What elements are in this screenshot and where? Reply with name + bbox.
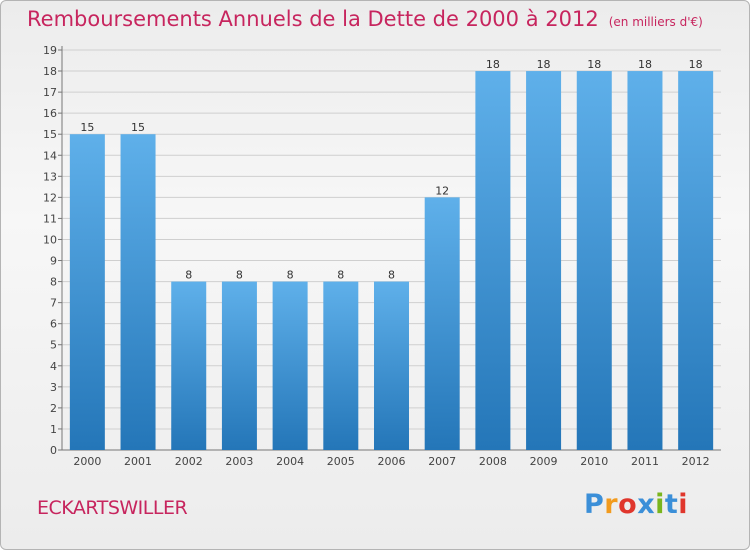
x-tick-label: 2012 bbox=[682, 455, 710, 468]
y-tick-label: 7 bbox=[50, 297, 57, 310]
y-tick-label: 2 bbox=[50, 402, 57, 415]
y-tick-label: 13 bbox=[43, 170, 57, 183]
bar-value-label: 12 bbox=[435, 184, 449, 197]
bars bbox=[69, 71, 714, 451]
y-tick-label: 12 bbox=[43, 191, 57, 204]
logo-letter: r bbox=[604, 489, 619, 520]
bar bbox=[69, 134, 105, 451]
x-tick-label: 2008 bbox=[479, 455, 507, 468]
x-tick-label: 2001 bbox=[124, 455, 152, 468]
bar-value-label: 8 bbox=[287, 269, 294, 282]
y-tick-label: 3 bbox=[50, 381, 57, 394]
logo-letter: P bbox=[584, 489, 605, 520]
x-tick-label: 2010 bbox=[580, 455, 608, 468]
logo-letter: i bbox=[678, 489, 689, 520]
bar bbox=[678, 71, 714, 450]
y-tick-label: 1 bbox=[50, 423, 57, 436]
logo-letter: o bbox=[618, 489, 638, 520]
x-tick-label: 2011 bbox=[631, 455, 659, 468]
x-tick-labels: 2000 2001 2002 2003 2004 2005 2006 2007 2008 2009… bbox=[73, 455, 709, 468]
y-tick-label: 15 bbox=[43, 128, 57, 141]
y-tick-label: 9 bbox=[50, 255, 57, 268]
y-tick-label: 10 bbox=[43, 233, 57, 246]
x-tick-label: 2004 bbox=[276, 455, 304, 468]
bar-value-label: 8 bbox=[185, 269, 192, 282]
bar-value-label: 18 bbox=[689, 58, 703, 71]
y-tick-label: 17 bbox=[43, 86, 57, 99]
x-tick-label: 2003 bbox=[225, 455, 253, 468]
bar bbox=[120, 134, 156, 451]
bar-value-label: 18 bbox=[537, 58, 551, 71]
y-tick-label: 5 bbox=[50, 339, 57, 352]
x-tick-label: 2007 bbox=[428, 455, 456, 468]
chart-title: Remboursements Annuels de la Dette de 20… bbox=[27, 7, 703, 31]
bar-value-label: 15 bbox=[131, 121, 145, 134]
value-labels: 15 15 8 8 8 8 8 12 18 18 18 18 18 bbox=[80, 58, 702, 282]
x-tick-label: 2005 bbox=[327, 455, 355, 468]
logo-letter: i bbox=[655, 489, 665, 520]
bar-value-label: 8 bbox=[236, 269, 243, 282]
bar bbox=[323, 281, 359, 450]
y-tick-label: 14 bbox=[43, 149, 57, 162]
bar bbox=[374, 281, 409, 450]
y-tick-label: 19 bbox=[43, 44, 57, 57]
bar bbox=[171, 281, 207, 450]
bar bbox=[627, 71, 663, 450]
bar-value-label: 8 bbox=[388, 269, 395, 282]
logo-letter: t bbox=[664, 489, 679, 520]
y-tick-label: 16 bbox=[43, 107, 57, 120]
bar bbox=[475, 71, 511, 450]
proxiti-logo: Proxiti bbox=[584, 489, 688, 520]
x-tick-label: 2000 bbox=[73, 455, 101, 468]
x-tick-label: 2006 bbox=[378, 455, 406, 468]
unit-note: (en milliers d'€) bbox=[608, 15, 703, 29]
city-name: ECKARTSWILLER bbox=[37, 497, 188, 519]
bar-value-label: 18 bbox=[587, 58, 601, 71]
bar bbox=[424, 197, 460, 450]
y-tick-label: 11 bbox=[43, 212, 57, 225]
bar bbox=[576, 71, 612, 450]
y-tick-label: 6 bbox=[50, 318, 57, 331]
logo-letter: x bbox=[637, 489, 656, 520]
bar bbox=[272, 281, 308, 450]
bar-value-label: 18 bbox=[486, 58, 500, 71]
y-tick-label: 0 bbox=[50, 444, 57, 457]
x-tick-label: 2002 bbox=[175, 455, 203, 468]
y-tick-label: 8 bbox=[50, 276, 57, 289]
title-text: Remboursements Annuels de la Dette de 20… bbox=[27, 7, 599, 31]
bar-value-label: 15 bbox=[80, 121, 94, 134]
bar bbox=[221, 281, 257, 450]
x-tick-label: 2009 bbox=[530, 455, 558, 468]
bar-value-label: 18 bbox=[638, 58, 652, 71]
bar bbox=[526, 71, 562, 450]
y-tick-label: 18 bbox=[43, 65, 57, 78]
bar-value-label: 8 bbox=[337, 269, 344, 282]
y-tick-label: 4 bbox=[50, 360, 57, 373]
